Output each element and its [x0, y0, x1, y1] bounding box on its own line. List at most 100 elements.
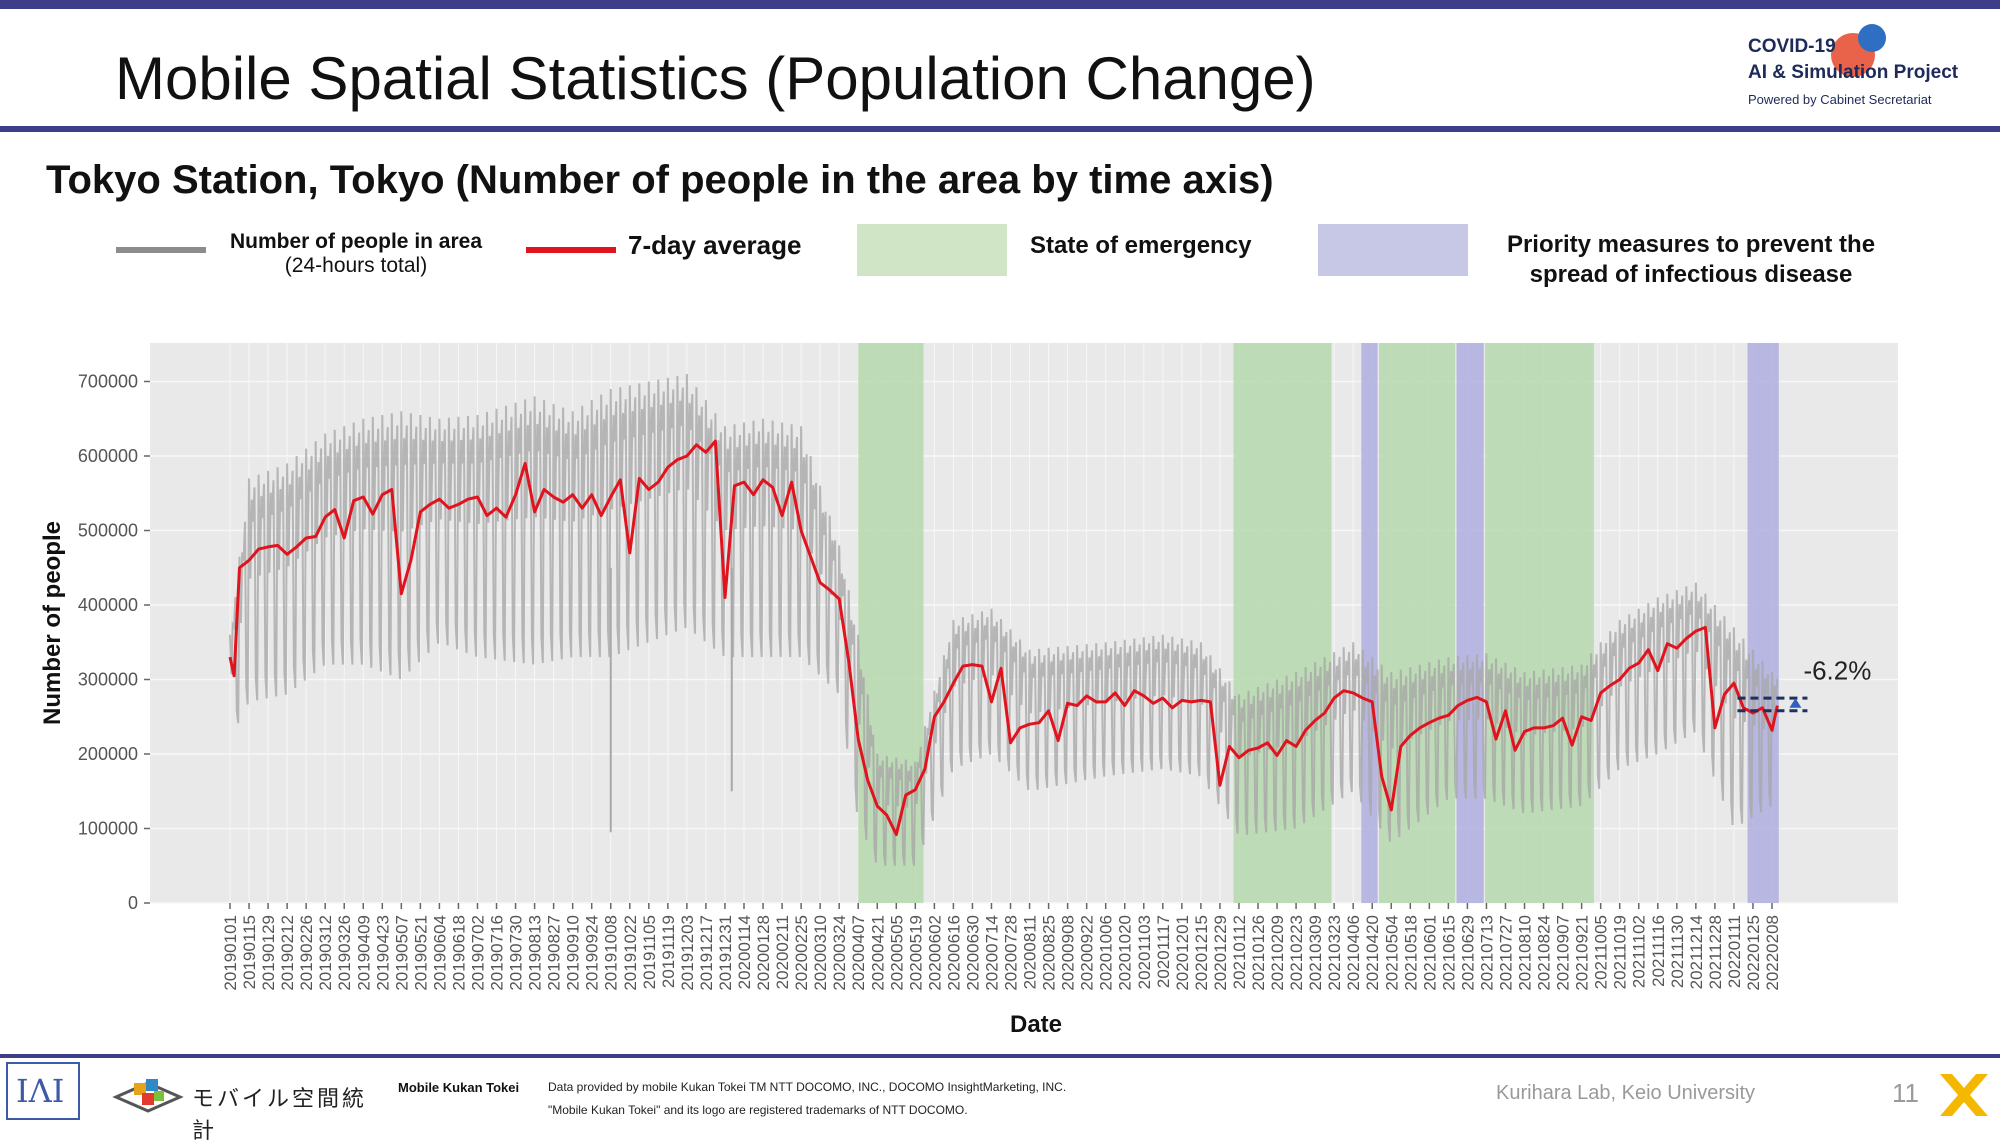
x-logo-icon [1940, 1074, 1988, 1116]
x-tick-label: 20210223 [1287, 915, 1306, 991]
x-tick-label: 20190618 [449, 915, 468, 991]
x-tick-label: 20200825 [1040, 915, 1059, 991]
x-tick-label: 20200114 [735, 915, 754, 989]
x-tick-label: 20190409 [354, 915, 373, 991]
legend-raw-line1: Number of people in area [229, 230, 483, 253]
x-tick-label: 20190326 [335, 915, 354, 991]
logo-line-2: AI & Simulation Project [1748, 62, 1959, 83]
title-divider [0, 126, 2000, 132]
x-tick-label: 20211102 [1630, 915, 1649, 988]
x-tick-label: 20210518 [1401, 915, 1420, 991]
page-title: Mobile Spatial Statistics (Population Ch… [115, 45, 1316, 112]
x-tick-label: 20200630 [963, 915, 982, 991]
x-tick-label: 20190910 [564, 915, 583, 991]
y-tick-label: 300000 [78, 670, 138, 690]
x-tick-label: 20210727 [1496, 915, 1515, 991]
x-tick-label: 20211130 [1668, 915, 1687, 988]
x-tick-label: 20210824 [1535, 915, 1554, 991]
x-tick-label: 20200128 [754, 915, 773, 991]
x-tick-label: 20191217 [697, 915, 716, 991]
x-tick-label: 20200421 [868, 915, 887, 991]
logo-line-1: COVID-19 [1748, 36, 1836, 57]
x-tick-label: 20190813 [526, 915, 545, 991]
mobile-kukan-tokei-logo: モバイル空間統計 [112, 1075, 372, 1143]
brand-japanese-name: モバイル空間統計 [192, 1086, 368, 1143]
x-tick-label: 20200324 [830, 915, 849, 991]
x-tick-label: 20200714 [982, 915, 1001, 991]
x-tick-label: 20210112 [1230, 915, 1249, 989]
x-tick-label: 20191203 [678, 915, 697, 991]
legend-swatch-priority [1318, 224, 1468, 276]
x-tick-label: 20200908 [1059, 915, 1078, 991]
seven-day-average-line [228, 439, 1779, 836]
x-tick-label: 20191119 [659, 915, 678, 988]
covid-project-logo: COVID-19 AI & Simulation Project Powered… [1748, 24, 1988, 115]
x-tick-label: 20190101 [221, 915, 240, 991]
footer-divider [0, 1054, 2000, 1058]
emergency-period-band [1233, 343, 1332, 903]
x-tick-label: 20200505 [887, 915, 906, 991]
x-tick-label: 20210126 [1249, 915, 1268, 991]
y-tick-label: 700000 [78, 372, 138, 392]
y-tick-label: 600000 [78, 446, 138, 466]
priority-measures-band [1747, 343, 1779, 903]
legend-swatch-emergency [857, 224, 1007, 276]
x-tick-label: 20191022 [621, 915, 640, 991]
x-tick-label: 20211019 [1611, 915, 1630, 989]
legend-swatch-avg [526, 247, 616, 253]
legend-label-raw: Number of people in area (24-hours total… [200, 230, 512, 278]
legend-label-priority: Priority measures to prevent the spread … [1506, 231, 1876, 288]
x-tick-label: 20211214 [1687, 915, 1706, 989]
brand-english-name: Mobile Kukan Tokei [398, 1080, 520, 1095]
x-tick-label: 20190730 [507, 915, 526, 991]
x-tick-label: 20220111 [1725, 915, 1744, 988]
legend-label-avg: 7-day average [628, 230, 802, 260]
x-tick-label: 20200407 [849, 915, 868, 991]
x-tick-label: 20190115 [240, 915, 259, 989]
x-tick-label: 20200602 [925, 915, 944, 991]
x-tick-label: 20200922 [1078, 915, 1097, 991]
x-tick-label: 20201215 [1192, 915, 1211, 991]
legend-swatch-raw [116, 247, 206, 253]
emergency-period-band [1485, 343, 1594, 903]
x-tick-label: 20191105 [640, 915, 659, 989]
x-tick-label: 20200519 [906, 915, 925, 991]
x-tick-label: 20220125 [1744, 915, 1763, 991]
x-tick-label: 20190521 [411, 915, 430, 991]
x-tick-label: 20201006 [1097, 915, 1116, 991]
priority-measures-band [1361, 343, 1378, 903]
x-tick-label: 20210615 [1439, 915, 1458, 991]
x-tick-label: 20210601 [1420, 915, 1439, 991]
x-tick-label: 20210309 [1306, 915, 1325, 991]
x-tick-label: 20200225 [792, 915, 811, 991]
y-tick-label: 200000 [78, 744, 138, 764]
x-tick-label: 20210406 [1344, 915, 1363, 991]
x-tick-label: 20210810 [1516, 915, 1535, 991]
x-tick-label: 20200310 [811, 915, 830, 991]
decline-arrow-icon [1789, 698, 1802, 708]
x-tick-label: 20220208 [1763, 915, 1782, 991]
top-accent-bar [0, 0, 2000, 9]
x-tick-label: 20191008 [602, 915, 621, 991]
x-tick-label: 20211116 [1649, 915, 1668, 987]
chart-title: Tokyo Station, Tokyo (Number of people i… [46, 158, 1274, 202]
x-tick-label: 20190604 [430, 915, 449, 991]
x-tick-label: 20210921 [1573, 915, 1592, 991]
x-tick-label: 20210504 [1382, 915, 1401, 991]
x-tick-label: 20190702 [468, 915, 487, 991]
change-annotation: -6.2% [1803, 656, 1871, 686]
x-tick-label: 20210323 [1325, 915, 1344, 991]
y-tick-label: 400000 [78, 595, 138, 615]
legend-raw-line2: (24-hours total) [284, 254, 428, 277]
data-source-note: Data provided by mobile Kukan Tokei TM N… [548, 1080, 1067, 1094]
x-tick-label: 20200811 [1021, 915, 1040, 989]
y-tick-label: 0 [128, 893, 138, 913]
plot-background [150, 343, 1898, 903]
x-tick-label: 20201229 [1211, 915, 1230, 991]
x-tick-label: 20210420 [1363, 915, 1382, 991]
x-tick-label: 20210209 [1268, 915, 1287, 991]
logo-line-3: Powered by Cabinet Secretariat [1748, 92, 1932, 107]
x-tick-label: 20191231 [716, 915, 735, 991]
daily-count-line [229, 373, 1779, 866]
x-tick-label: 20190226 [297, 915, 316, 991]
